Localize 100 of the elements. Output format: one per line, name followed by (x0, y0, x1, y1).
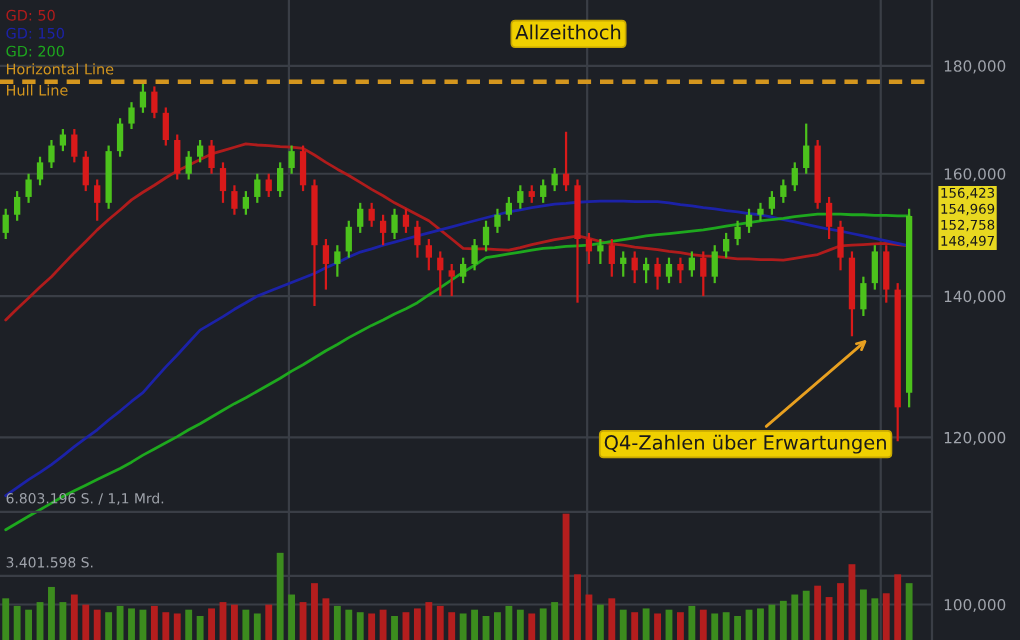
bar (471, 609, 479, 640)
candlestick (711, 244, 718, 285)
candlestick (505, 195, 513, 222)
candlestick (25, 172, 32, 204)
bar (48, 586, 55, 640)
bar (654, 613, 661, 640)
bar (882, 593, 890, 640)
candlestick (128, 101, 135, 131)
candlestick (334, 244, 341, 278)
candlestick (677, 256, 684, 285)
bar (539, 608, 547, 640)
bar (894, 574, 902, 640)
bar (425, 602, 433, 640)
bar (231, 604, 238, 640)
bar (265, 604, 273, 640)
candlestick (608, 237, 615, 278)
bar (676, 612, 684, 640)
bar (311, 583, 318, 640)
bar (802, 590, 810, 640)
candlestick (642, 256, 650, 285)
candlestick (688, 250, 695, 278)
candlestick (116, 117, 124, 158)
annotation: Q4-Zahlen über Erwartungen (604, 434, 886, 454)
candlestick (162, 106, 169, 147)
bar (608, 598, 616, 640)
candlestick (448, 262, 455, 298)
bar (105, 612, 113, 640)
bar (619, 609, 627, 640)
bar (185, 609, 193, 640)
candlestick (585, 231, 593, 266)
candlestick (860, 275, 867, 318)
bar (345, 609, 353, 640)
bar (825, 597, 833, 640)
candlestick (471, 237, 478, 272)
candlestick (562, 130, 570, 193)
candlestick (14, 189, 21, 222)
candlestick (82, 150, 89, 193)
bar (368, 613, 376, 640)
bar (25, 609, 33, 640)
candlestick (36, 155, 44, 187)
candlestick (174, 133, 181, 181)
bar (70, 594, 78, 640)
bar (150, 605, 158, 640)
candlestick (883, 244, 890, 304)
candlestick (288, 144, 295, 175)
candlestick (825, 195, 833, 241)
candlestick (734, 219, 741, 247)
candlestick (665, 256, 673, 285)
bar (116, 605, 124, 640)
bar (322, 598, 330, 640)
candlestick (254, 172, 261, 204)
candlestick (219, 161, 227, 204)
bar (768, 604, 776, 640)
candlestick (482, 219, 490, 253)
candlestick (277, 161, 284, 199)
bar (253, 613, 261, 640)
candlestick (151, 85, 158, 120)
candlestick (460, 256, 467, 285)
bar (128, 608, 135, 640)
bar (779, 600, 787, 640)
candlestick (208, 138, 215, 175)
candlestick (551, 166, 558, 193)
candlestick (745, 207, 753, 235)
bar (494, 612, 501, 640)
candlestick (494, 207, 501, 235)
candlestick (2, 207, 9, 241)
bar (688, 605, 696, 640)
bar (162, 612, 170, 640)
candlestick (196, 138, 204, 164)
candlestick (185, 150, 192, 181)
candlestick (368, 201, 375, 228)
bar (905, 583, 913, 640)
candlestick (242, 189, 250, 216)
bar (13, 605, 21, 640)
candlestick (71, 127, 78, 164)
candlestick (654, 256, 661, 291)
bar (837, 583, 844, 640)
candlestick (540, 178, 547, 204)
bar (448, 612, 456, 640)
bar (276, 552, 284, 640)
candlestick (791, 161, 798, 193)
bar (722, 612, 730, 640)
bar (459, 613, 467, 640)
bar (173, 613, 181, 640)
annotation: Allzeithoch (515, 24, 621, 40)
bar (413, 608, 421, 640)
bar (596, 604, 604, 640)
bar (734, 616, 742, 640)
candlestick (391, 207, 398, 241)
bar (642, 608, 650, 640)
candlestick (425, 237, 432, 272)
candlestick (402, 207, 410, 235)
bar (757, 608, 764, 640)
bar (379, 609, 387, 640)
candlestick (757, 201, 764, 222)
bar (59, 602, 67, 640)
candlestick (768, 189, 776, 216)
candlestick (780, 178, 787, 204)
line-series (4, 142, 911, 322)
candlestick (871, 244, 878, 291)
